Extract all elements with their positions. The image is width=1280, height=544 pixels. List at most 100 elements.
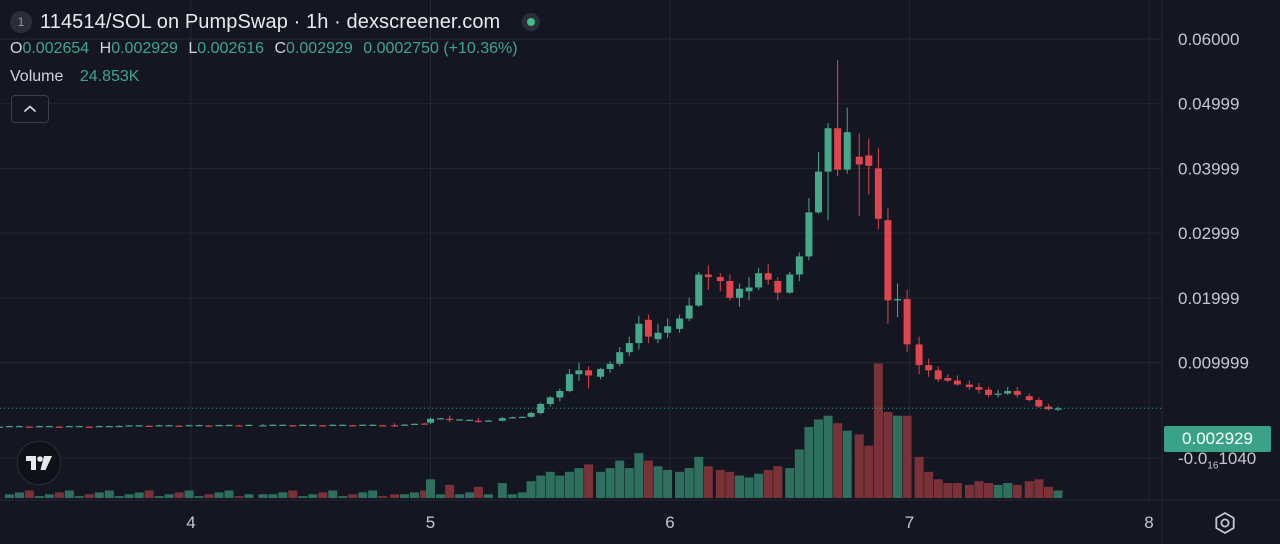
volume-bar [754, 473, 764, 498]
volume-bar [813, 419, 823, 498]
high-label: H [99, 40, 112, 57]
series-number-badge: 1 [10, 11, 32, 33]
volume-bar [794, 449, 804, 498]
candle-body [934, 370, 942, 380]
volume-bar [584, 464, 594, 498]
candle-body [379, 425, 387, 427]
candle-body [259, 425, 267, 427]
volume-bar [455, 494, 465, 498]
candle-body [685, 305, 693, 319]
candle-body [195, 425, 203, 427]
volume-bar [763, 469, 773, 498]
candle-body [401, 424, 409, 426]
candle-body [175, 425, 183, 427]
volume-bar [465, 492, 475, 498]
candle-body [235, 425, 243, 427]
candle-body [518, 416, 526, 418]
volume-bar [368, 490, 378, 498]
volume-bar [964, 484, 974, 498]
collapse-legend-button[interactable] [11, 95, 49, 123]
volume-bar [952, 483, 962, 498]
candle-body [865, 155, 873, 166]
volume-bar [104, 490, 114, 498]
volume-bar [924, 471, 934, 498]
candle-body [695, 274, 703, 306]
low-value: 0.002616 [197, 40, 265, 57]
volume-bar [244, 494, 254, 498]
ohlc-values: O0.002654 H0.002929 L0.002616 C0.002929 … [10, 40, 540, 62]
high-value: 0.002929 [111, 40, 178, 57]
candle-body [716, 277, 724, 281]
candle-body [269, 424, 277, 426]
volume-bar [1012, 484, 1022, 498]
candle-body [606, 363, 614, 369]
neg-tick-sub: 16 [1207, 460, 1219, 472]
volume-bar [555, 475, 565, 498]
candle-body [391, 425, 399, 427]
candle-body [35, 426, 43, 428]
volume-bar [318, 492, 328, 498]
tradingview-logo-icon-glyph [26, 456, 52, 470]
candle-body [446, 418, 454, 421]
candle-body [427, 418, 434, 423]
candle-body [654, 332, 662, 340]
price-tick-label: 0.01999 [1178, 289, 1239, 308]
candle-body [944, 378, 952, 381]
volume-bar [84, 494, 94, 498]
volume-bar [44, 494, 54, 498]
price-tick-label: 0.009999 [1178, 354, 1249, 373]
candle-body [915, 344, 923, 366]
volume-bar [426, 479, 435, 498]
volume-layer [4, 363, 1063, 498]
volume-bar [873, 363, 883, 498]
volume-bar [864, 445, 874, 498]
candle-body [546, 397, 554, 404]
volume-bar [1043, 486, 1053, 498]
volume-bar [268, 494, 278, 498]
candle-body [45, 426, 53, 428]
volume-legend: Volume 24.853K [10, 68, 540, 90]
volume-bar [703, 466, 713, 498]
tradingview-logo-icon[interactable] [17, 441, 61, 485]
candle-body [279, 424, 287, 426]
volume-bar [974, 481, 984, 498]
volume-bar [615, 460, 625, 498]
volume-label: Volume [10, 68, 64, 85]
time-tick-label: 4 [186, 513, 195, 532]
candle-body [556, 390, 564, 398]
chevron-up-icon [24, 105, 36, 112]
close-value: 0.002929 [286, 40, 353, 57]
volume-bar [517, 492, 527, 498]
volume-bar [258, 494, 268, 498]
candle-body [1025, 396, 1033, 401]
volume-bar [328, 490, 338, 498]
candle-body [498, 418, 506, 421]
volume-bar [34, 496, 44, 498]
volume-bar [124, 494, 134, 498]
volume-bar [298, 496, 308, 498]
candle-layer [0, 60, 1062, 428]
volume-bar [378, 496, 388, 498]
candle-body [874, 168, 882, 219]
candle-body [329, 424, 337, 426]
candle-body [1013, 390, 1021, 395]
candle-body [965, 384, 973, 388]
time-tick-label: 8 [1144, 513, 1153, 532]
volume-bar [410, 492, 420, 498]
volume-bar [473, 486, 483, 498]
volume-bar [204, 494, 214, 498]
volume-bar [804, 426, 814, 498]
candle-body [105, 426, 113, 428]
candle-body [215, 424, 223, 427]
volume-bar [54, 492, 64, 498]
chart-title: 114514/SOL on PumpSwap · 1h · dexscreene… [40, 10, 501, 33]
settings-gear-icon[interactable] [1212, 510, 1238, 536]
candle-body [824, 128, 832, 172]
volume-bar [164, 494, 174, 498]
candle-body [85, 426, 93, 428]
candle-body [985, 389, 993, 395]
candle-body [155, 425, 163, 427]
candle-body [75, 426, 83, 428]
